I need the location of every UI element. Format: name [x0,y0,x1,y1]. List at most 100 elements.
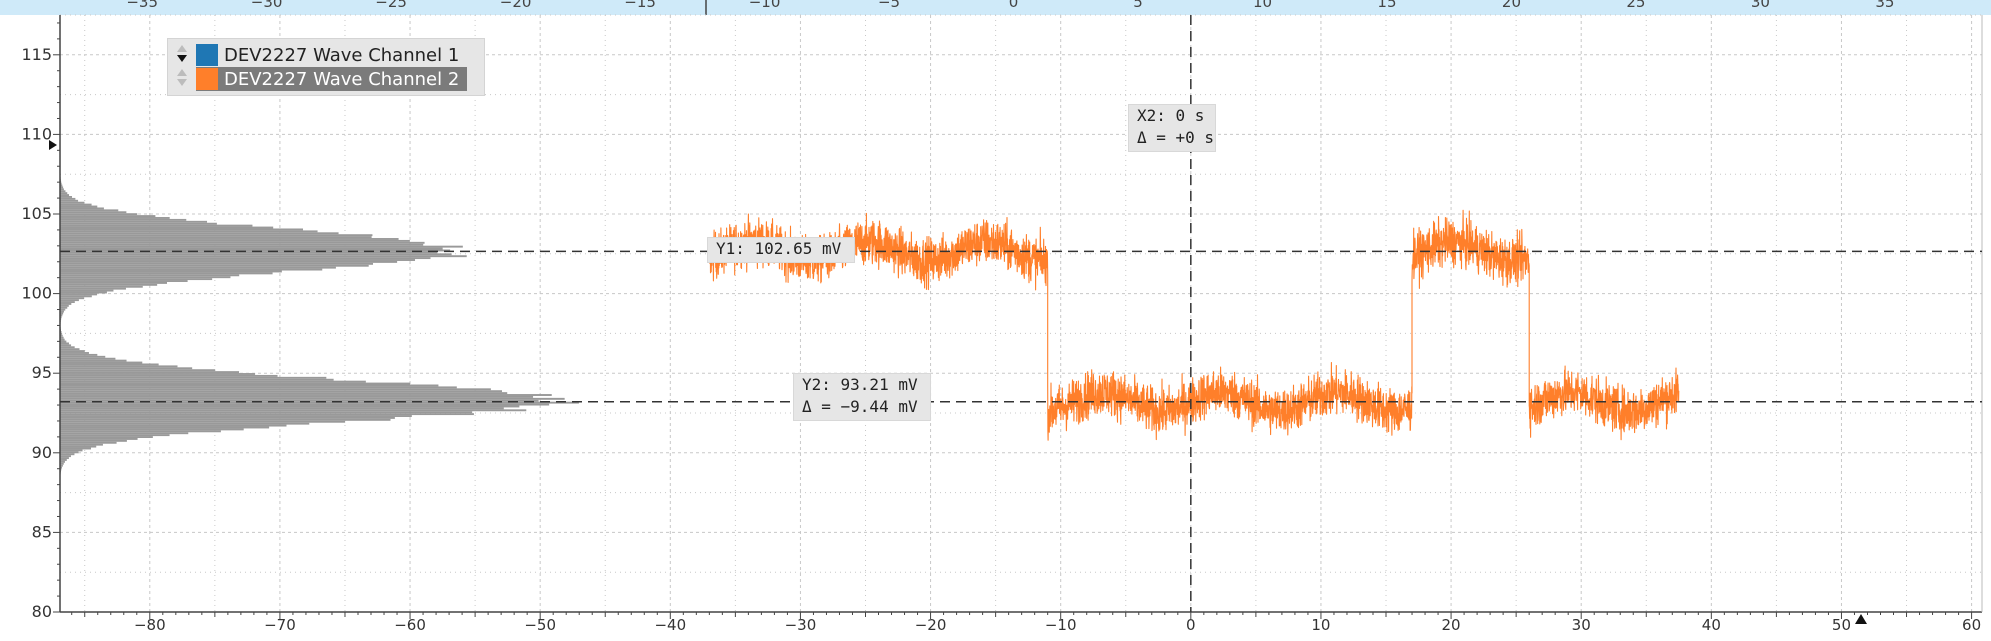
histogram-bar [60,204,92,206]
x-tick-label: −30 [785,616,817,634]
histogram-bar [60,253,452,255]
histogram-bar [60,423,309,425]
histogram-bar [60,257,430,259]
histogram-bar [60,379,334,381]
histogram-bar [60,394,552,396]
x-tick-label: −10 [1045,616,1077,634]
histogram-bar [60,344,71,346]
top-axis-strip[interactable] [0,0,1991,15]
y-axis-marker-icon[interactable] [49,140,57,150]
legend-order-arrows[interactable] [174,43,190,67]
histogram-bar [60,276,230,278]
histogram-bar [60,444,103,446]
histogram-bar [60,341,66,343]
histogram-bar [60,200,78,202]
x-tick-label: 20 [1442,616,1461,634]
top-tick-label: 35 [1875,0,1894,11]
move-down-icon[interactable] [177,55,187,62]
x-tick-label: 50 [1832,616,1851,634]
histogram-bar [60,228,303,230]
histogram-bar [60,404,549,406]
histogram-bar [60,377,326,379]
top-tick-label: −20 [500,0,532,11]
y1-cursor-label[interactable]: Y1: 102.65 mV [707,237,855,263]
x-axis-marker-icon[interactable] [1855,614,1867,624]
histogram-bar [60,417,395,419]
axes [53,15,1982,619]
histogram-bar [60,234,372,236]
histogram-bar [60,194,69,196]
histogram-bar [60,369,215,371]
histogram-bar [60,230,318,232]
y2-cursor-label[interactable]: Y2: 93.21 mV Δ = −9.44 mV [793,373,931,421]
histogram-bar [60,434,170,436]
histogram-bar [60,297,84,299]
histogram-bar [60,198,75,200]
histogram-bar [60,350,85,352]
histogram-bar [60,246,463,248]
histogram-bar [60,295,92,297]
histogram-bar [60,392,507,394]
top-tick-label: 30 [1751,0,1770,11]
x-tick-label: 10 [1311,616,1330,634]
legend-item-channel-2[interactable]: DEV2227 Wave Channel 2 [196,67,467,91]
move-down-icon[interactable] [177,79,187,86]
histogram-bar [60,406,519,408]
histogram-bar [60,303,71,305]
histogram-bar [60,238,399,240]
histogram-bar [60,373,255,375]
legend-order-arrows[interactable] [174,67,190,91]
histogram-bar [60,261,397,263]
histogram-bar [60,269,322,271]
histogram-bar [60,442,117,444]
histogram-bar [60,305,69,307]
histogram-bar [60,263,373,265]
y-tick-label: 110 [21,124,52,143]
histogram-bar [60,428,244,430]
histogram-bar [60,280,188,282]
x-tick-label: 40 [1702,616,1721,634]
histogram-bar [60,421,345,423]
y-tick-label: 105 [21,204,52,223]
histogram-bar [60,219,186,221]
x2-cursor-label[interactable]: X2: 0 s Δ = +0 s [1128,104,1216,152]
histogram-bar [60,365,177,367]
histogram-bar [60,342,69,344]
legend-item-channel-1[interactable]: DEV2227 Wave Channel 1 [196,43,459,67]
histogram-bar [60,274,239,276]
y1-value: Y1: 102.65 mV [716,238,846,260]
x-tick-label: 60 [1962,616,1981,634]
histogram-bar [60,206,97,208]
histogram-bar [60,286,143,288]
x-tick-label: −60 [394,616,426,634]
top-tick-label: −15 [624,0,656,11]
histogram-bar [60,451,79,453]
histogram-bar [60,236,372,238]
legend-swatch-channel-2 [196,68,218,90]
histogram-bar [60,385,438,387]
histogram-bar [60,225,252,227]
move-up-icon[interactable] [177,69,187,76]
histogram [60,137,579,517]
histogram-bar [60,271,282,273]
histogram-bar [60,227,273,229]
histogram-bar [60,438,138,440]
top-tick-label: 25 [1626,0,1645,11]
top-tick-label: 20 [1502,0,1521,11]
cursors[interactable] [60,15,1982,612]
y-tick-label: 85 [32,522,52,541]
move-up-icon[interactable] [177,45,187,52]
x2-delta: Δ = +0 s [1137,127,1207,149]
histogram-bar [60,301,75,303]
x-tick-label: 0 [1186,616,1196,634]
histogram-bar [60,196,72,198]
histogram-bar [60,242,425,244]
legend-label-channel-2: DEV2227 Wave Channel 2 [224,69,459,90]
y-tick-label: 100 [21,284,52,303]
histogram-bar [60,430,221,432]
histogram-bar [60,346,75,348]
histogram-bar [60,244,423,246]
histogram-bar [60,398,565,400]
histogram-bar [60,290,113,292]
